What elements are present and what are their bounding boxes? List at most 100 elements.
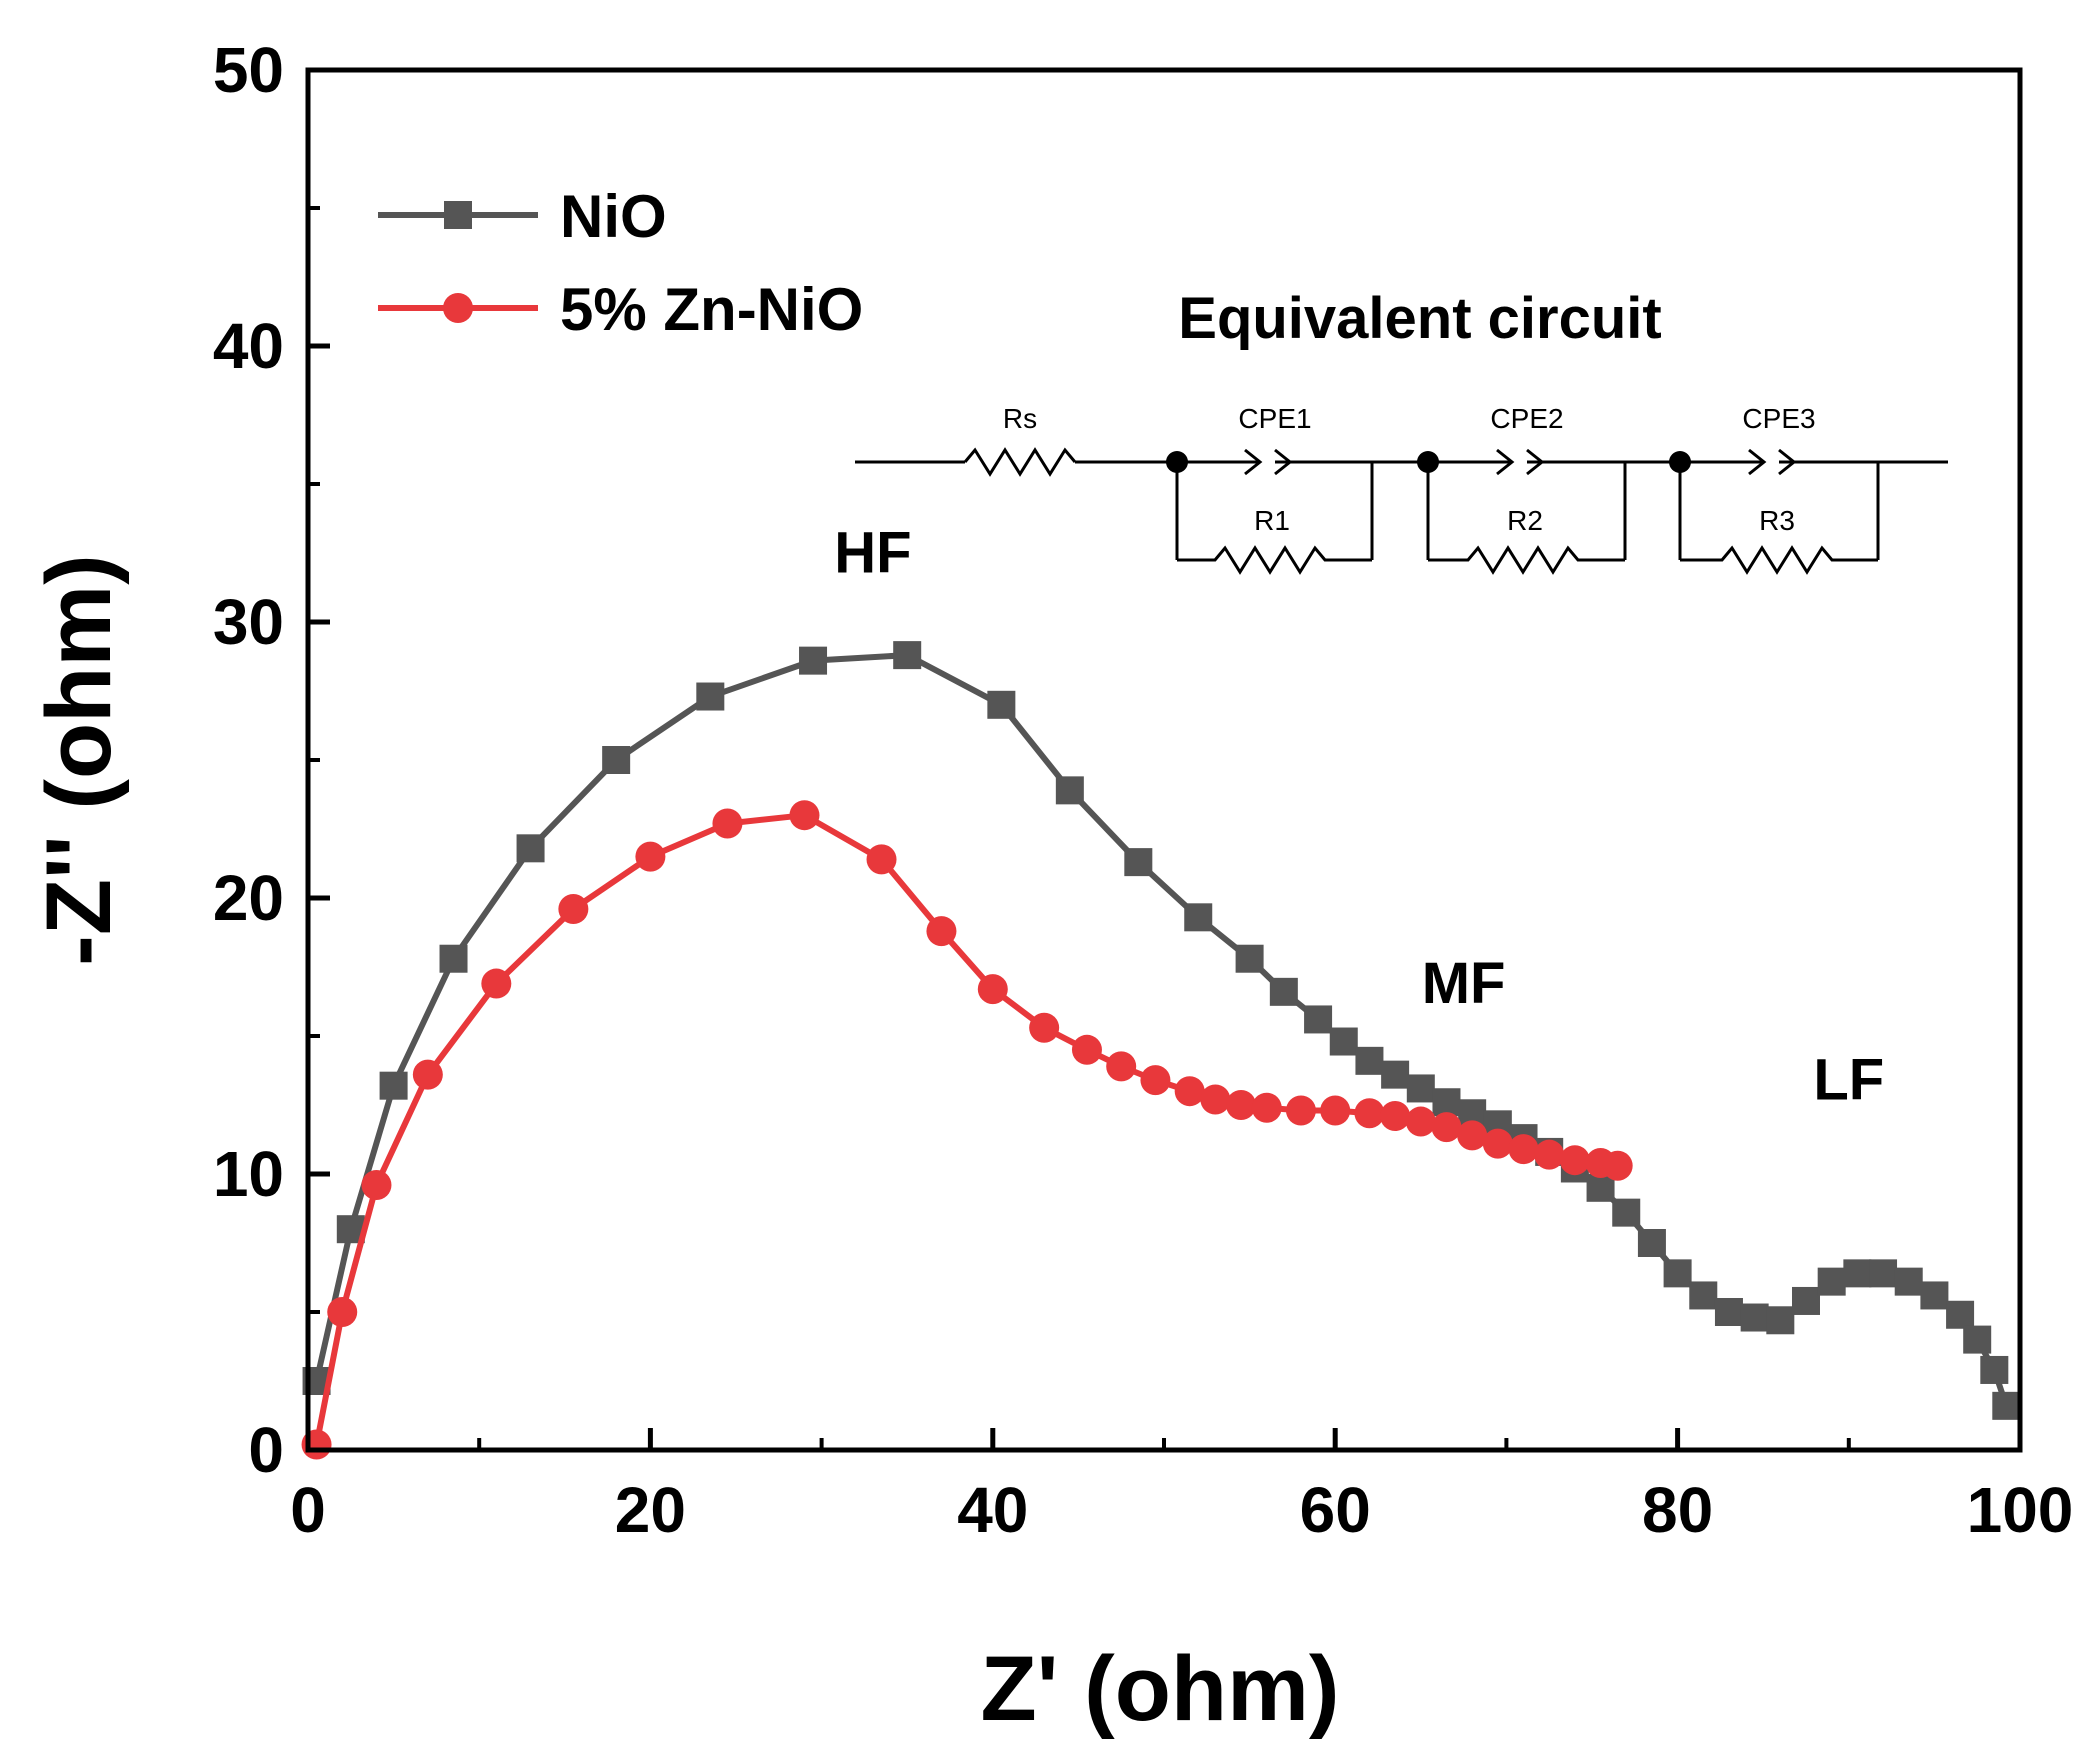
data-point-nio xyxy=(1381,1060,1410,1089)
data-point-5-zn-nio xyxy=(1140,1065,1171,1096)
circuit-node-1 xyxy=(1166,451,1188,473)
data-point-nio xyxy=(1304,1005,1333,1034)
x-axis-title: Z' (ohm) xyxy=(980,1638,1339,1740)
data-point-nio xyxy=(1963,1325,1992,1354)
data-point-nio xyxy=(1432,1088,1461,1117)
annotation-lf: LF xyxy=(1813,1047,1884,1112)
circuit-node-3 xyxy=(1669,451,1691,473)
circuit-diagram xyxy=(855,447,1948,575)
data-point-5-zn-nio xyxy=(1251,1092,1282,1123)
resistor-r3 xyxy=(1680,545,1878,575)
data-point-5-zn-nio xyxy=(1106,1051,1137,1082)
y-tick-label: 30 xyxy=(213,586,284,658)
data-point-nio xyxy=(1766,1306,1795,1335)
data-point-nio xyxy=(893,641,922,670)
data-point-5-zn-nio xyxy=(1534,1139,1565,1170)
data-point-5-zn-nio xyxy=(1508,1134,1539,1165)
data-point-5-zn-nio xyxy=(361,1170,392,1201)
data-point-nio xyxy=(987,690,1016,719)
y-tick-label: 10 xyxy=(213,1138,284,1210)
data-point-nio xyxy=(1817,1267,1846,1296)
data-point-5-zn-nio xyxy=(977,974,1008,1005)
data-point-nio xyxy=(379,1071,408,1100)
data-point-nio xyxy=(1920,1281,1949,1310)
legend-label-zn-nio: 5% Zn-NiO xyxy=(560,276,863,343)
data-point-nio xyxy=(1894,1267,1923,1296)
resistor-rs xyxy=(963,447,1077,477)
label-cpe3: CPE3 xyxy=(1742,403,1815,434)
data-point-nio xyxy=(1689,1281,1718,1310)
data-point-5-zn-nio xyxy=(481,968,512,999)
cpe2-symbol xyxy=(1496,448,1515,476)
data-point-5-zn-nio xyxy=(1071,1034,1102,1065)
y-tick-label: 0 xyxy=(248,1414,284,1486)
label-cpe1: CPE1 xyxy=(1238,403,1311,434)
data-point-nio xyxy=(1663,1259,1692,1288)
data-point-nio xyxy=(1612,1198,1641,1227)
data-point-nio xyxy=(1406,1074,1435,1103)
x-tick-label: 0 xyxy=(290,1474,326,1546)
data-point-nio xyxy=(516,834,545,863)
resistor-r2 xyxy=(1428,545,1625,575)
data-point-nio xyxy=(1869,1259,1898,1288)
annotation-mf: MF xyxy=(1422,951,1506,1016)
cpe3-symbol xyxy=(1748,448,1767,476)
legend-marker-nio xyxy=(444,201,472,229)
data-point-5-zn-nio xyxy=(1559,1145,1590,1176)
data-point-5-zn-nio xyxy=(1029,1012,1060,1043)
data-point-nio xyxy=(1124,848,1153,877)
x-tick-label: 100 xyxy=(1967,1474,2074,1546)
data-point-nio xyxy=(1355,1046,1384,1075)
label-cpe2: CPE2 xyxy=(1490,403,1563,434)
x-tick-label: 80 xyxy=(1642,1474,1713,1546)
y-tick-label: 40 xyxy=(213,310,284,382)
data-point-nio xyxy=(1714,1298,1743,1326)
data-point-5-zn-nio xyxy=(1457,1120,1488,1151)
legend-label-nio: NiO xyxy=(560,183,667,250)
x-tick-label: 20 xyxy=(615,1474,686,1546)
data-point-5-zn-nio xyxy=(1320,1095,1351,1126)
plot-frame xyxy=(305,67,2023,1453)
label-r3: R3 xyxy=(1759,505,1795,536)
annotation-hf: HF xyxy=(834,520,911,585)
x-tick-label: 40 xyxy=(957,1474,1028,1546)
data-point-nio xyxy=(1269,977,1298,1006)
data-point-nio xyxy=(1946,1300,1975,1329)
label-r2: R2 xyxy=(1507,505,1543,536)
data-point-5-zn-nio xyxy=(1380,1101,1411,1132)
data-point-5-zn-nio xyxy=(635,841,666,872)
data-point-5-zn-nio xyxy=(558,894,589,925)
y-tick-label: 50 xyxy=(213,34,284,106)
legend: NiO 5% Zn-NiO xyxy=(378,183,863,343)
data-point-nio xyxy=(696,682,725,711)
data-point-nio xyxy=(1055,776,1084,805)
data-point-5-zn-nio xyxy=(1431,1112,1462,1143)
data-point-nio xyxy=(1980,1355,2009,1384)
circuit-title: Equivalent circuit xyxy=(1178,286,1661,351)
data-point-nio xyxy=(799,646,828,675)
data-point-nio xyxy=(1184,903,1213,932)
resistor-r1 xyxy=(1177,545,1372,575)
data-point-5-zn-nio xyxy=(327,1297,358,1327)
y-tick-label: 20 xyxy=(213,862,284,934)
data-point-nio xyxy=(602,746,631,774)
x-tick-label: 60 xyxy=(1300,1474,1371,1546)
data-point-5-zn-nio xyxy=(1405,1106,1436,1137)
data-point-5-zn-nio xyxy=(866,844,897,875)
data-point-nio xyxy=(1843,1259,1872,1288)
equivalent-circuit-inset: Equivalent circuit xyxy=(855,286,1948,575)
y-axis-title: -Z'' (ohm) xyxy=(28,554,130,966)
data-point-5-zn-nio xyxy=(1482,1128,1513,1159)
data-point-5-zn-nio xyxy=(1354,1098,1385,1129)
data-point-5-zn-nio xyxy=(789,800,820,831)
data-point-nio xyxy=(1792,1286,1820,1315)
legend-marker-zn-nio xyxy=(443,293,473,323)
series-layer xyxy=(301,641,2021,1460)
axes-group: 0 20 40 60 80 100 0 10 20 30 40 50 xyxy=(213,34,2074,1546)
data-point-5-zn-nio xyxy=(926,916,957,947)
data-point-nio xyxy=(439,944,468,973)
data-point-nio xyxy=(1740,1303,1769,1332)
data-point-5-zn-nio xyxy=(1200,1084,1231,1115)
